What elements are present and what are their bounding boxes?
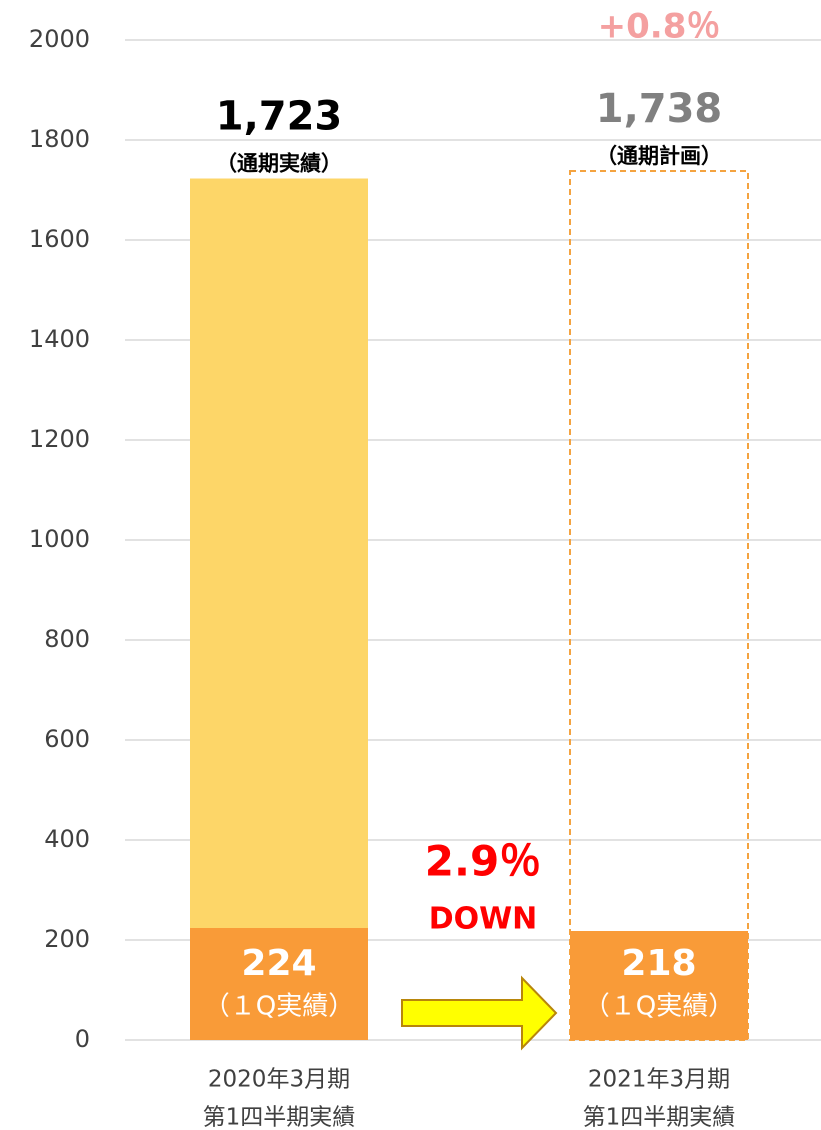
- y-tick-label: 2000: [29, 25, 90, 53]
- x-tick-label: 第1四半期実績: [583, 1105, 736, 1130]
- annotation: 2.9％: [425, 837, 541, 886]
- y-tick-label: 1200: [29, 425, 90, 453]
- y-tick-label: 200: [44, 925, 90, 953]
- bar: [190, 178, 368, 1040]
- y-tick-label: 800: [44, 625, 90, 653]
- value-label: 218: [621, 943, 696, 984]
- y-tick-label: 400: [44, 825, 90, 853]
- annotation: DOWN: [429, 902, 538, 937]
- value-label: 1,738: [596, 86, 723, 132]
- y-tick-label: 600: [44, 725, 90, 753]
- annotation: +0.8％: [598, 7, 721, 47]
- bar: [569, 170, 749, 1041]
- value-label: 1,723: [216, 94, 343, 140]
- value-label: 224: [241, 943, 316, 984]
- bar: [190, 928, 368, 1040]
- x-tick-label: 2021年3月期: [588, 1067, 730, 1093]
- value-sub-label: （１Q実績）: [204, 992, 354, 1022]
- y-tick-label: 1600: [29, 225, 90, 253]
- y-tick-label: 1800: [29, 125, 90, 153]
- y-tick-label: 1400: [29, 325, 90, 353]
- value-sub-label: （１Q実績）: [584, 992, 734, 1022]
- y-tick-label: 0: [75, 1025, 90, 1053]
- x-tick-label: 2020年3月期: [208, 1067, 350, 1093]
- bar: [570, 931, 748, 1040]
- value-sub-label: （通期実績）: [216, 152, 342, 176]
- y-tick-label: 1000: [29, 525, 90, 553]
- value-sub-label: （通期計画）: [596, 144, 722, 168]
- arrow-shape: [401, 975, 558, 1051]
- x-tick-label: 第1四半期実績: [203, 1105, 356, 1130]
